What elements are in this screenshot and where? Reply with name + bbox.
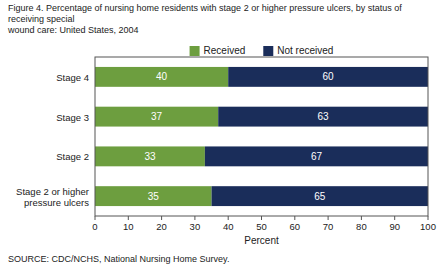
plot-frame <box>95 57 428 216</box>
x-tick <box>261 216 262 220</box>
x-tick <box>428 216 429 220</box>
x-tick-label: 70 <box>323 221 334 232</box>
category-label: Stage 2 or higherpressure ulcers <box>16 185 89 207</box>
x-tick-label: 20 <box>156 221 167 232</box>
x-tick <box>328 216 329 220</box>
x-tick-label: 80 <box>356 221 367 232</box>
x-tick <box>161 216 162 220</box>
x-tick-label: 30 <box>190 221 201 232</box>
x-tick-label: 60 <box>290 221 301 232</box>
bars <box>95 67 428 206</box>
data-label: 35 <box>148 191 160 202</box>
legend-swatch <box>263 46 273 56</box>
category-label: Stage 4 <box>56 71 89 82</box>
data-label: 65 <box>314 191 326 202</box>
data-labels: 40 60 37 63 33 67 35 65 <box>144 71 334 201</box>
x-tick <box>128 216 129 220</box>
source: SOURCE: CDC/NCHS, National Nursing Home … <box>8 254 229 264</box>
x-tick-label: 40 <box>223 221 234 232</box>
x-tick-label: 0 <box>92 221 97 232</box>
legend-label: Received <box>204 45 246 56</box>
bar <box>95 146 205 166</box>
x-tick-label: 90 <box>389 221 400 232</box>
data-label: 40 <box>156 71 168 82</box>
bar <box>95 186 212 206</box>
bar <box>212 186 428 206</box>
category-label: Stage 2 <box>56 151 89 162</box>
x-tick <box>361 216 362 220</box>
x-tick-label: 100 <box>420 221 436 232</box>
category-label: Stage 3 <box>56 111 89 122</box>
legend-label: Not received <box>277 45 333 56</box>
bar <box>228 67 428 87</box>
legend: Received Not received <box>190 45 334 56</box>
data-label: 33 <box>144 151 156 162</box>
x-tick <box>394 216 395 220</box>
bar <box>218 107 428 127</box>
x-tick <box>294 216 295 220</box>
data-label: 67 <box>311 151 323 162</box>
data-label: 63 <box>318 111 330 122</box>
x-tick-label: 10 <box>123 221 134 232</box>
x-tick-label: 50 <box>256 221 267 232</box>
bar <box>95 67 228 87</box>
x-axis-label: Percent <box>244 235 279 246</box>
data-label: 37 <box>151 111 163 122</box>
legend-swatch <box>190 46 200 56</box>
title: Figure 4. Percentage of nursing home res… <box>7 3 402 35</box>
bar <box>95 107 218 127</box>
x-tick <box>228 216 229 220</box>
data-label: 60 <box>323 71 335 82</box>
chart: Figure 4. Percentage of nursing home res… <box>0 0 440 266</box>
x-tick <box>95 216 96 220</box>
bar <box>205 146 428 166</box>
x-tick <box>194 216 195 220</box>
